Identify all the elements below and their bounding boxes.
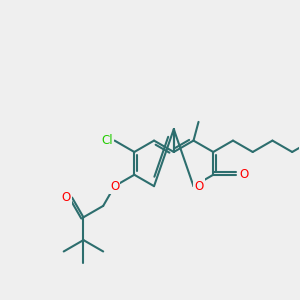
Text: O: O: [194, 180, 204, 193]
Text: O: O: [239, 168, 248, 181]
Text: O: O: [110, 180, 119, 193]
Text: O: O: [62, 191, 71, 204]
Text: Cl: Cl: [101, 134, 112, 147]
